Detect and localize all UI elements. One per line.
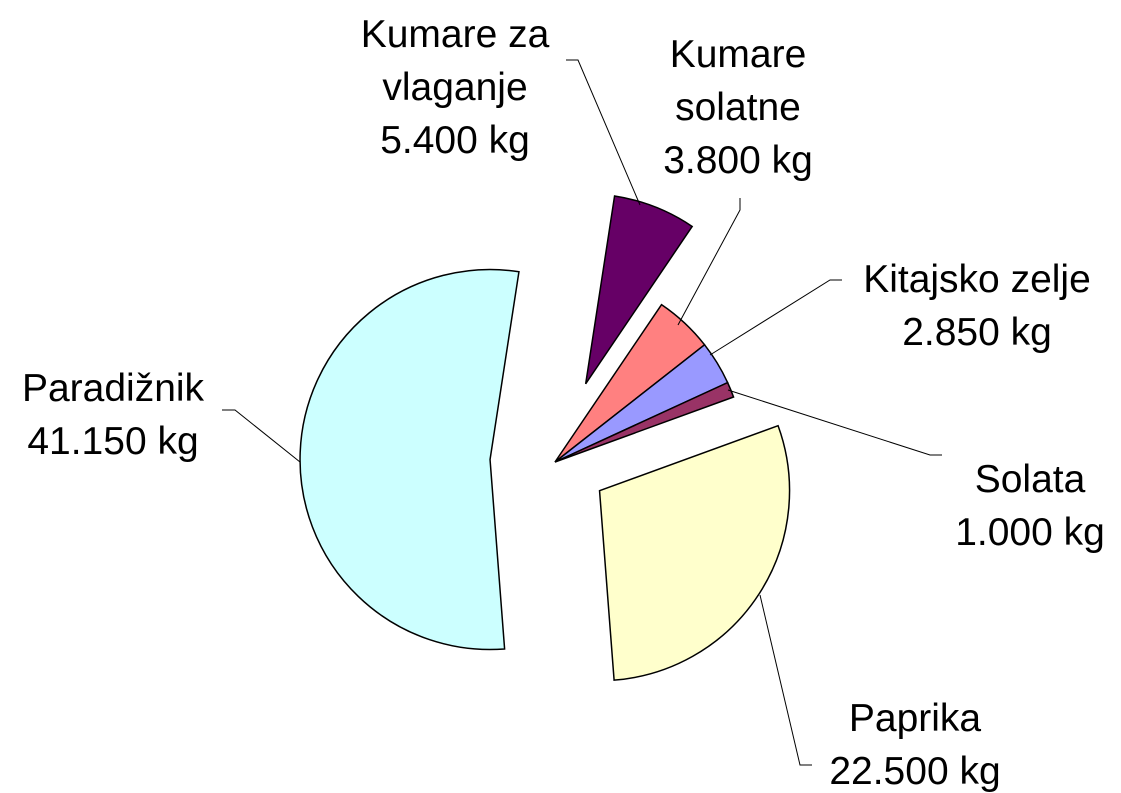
slice-value: 3.800 kg — [663, 139, 813, 182]
leader-line — [222, 409, 301, 463]
leader-line — [709, 279, 842, 356]
leader-line — [677, 198, 741, 326]
slice-value: 41.150 kg — [27, 420, 199, 463]
slice-label: Kitajsko zelje 2.850 kg — [777, 253, 1121, 359]
slice-label: Paprika 22.500 kg — [715, 692, 1115, 793]
leader-line — [566, 59, 641, 206]
pie-slice — [598, 424, 791, 681]
slice-value: 5.400 kg — [380, 119, 530, 162]
slice-label: Kumare za vlaganje 5.400 kg — [340, 8, 570, 167]
slice-name: Kitajsko zelje — [863, 258, 1091, 301]
leader-line — [759, 594, 812, 766]
pie-slice — [554, 381, 735, 463]
slice-name: Paprika — [848, 697, 982, 740]
pie-slice — [299, 268, 520, 651]
slice-name: Kumare za vlaganje — [360, 13, 550, 109]
leader-line — [727, 389, 942, 456]
slice-value: 1.000 kg — [955, 511, 1105, 554]
slice-name: Solata — [974, 458, 1086, 501]
slice-label: Kumare solatne 3.800 kg — [648, 28, 828, 187]
slice-name: Kumare solatne — [669, 33, 807, 129]
slice-name: Paradižnik — [21, 367, 205, 410]
slice-label: Paradižnik 41.150 kg — [0, 362, 313, 468]
slice-value: 22.500 kg — [829, 750, 1001, 793]
pie-slice — [584, 195, 694, 385]
slice-label: Solata 1.000 kg — [830, 453, 1121, 559]
slice-value: 2.850 kg — [902, 311, 1052, 354]
